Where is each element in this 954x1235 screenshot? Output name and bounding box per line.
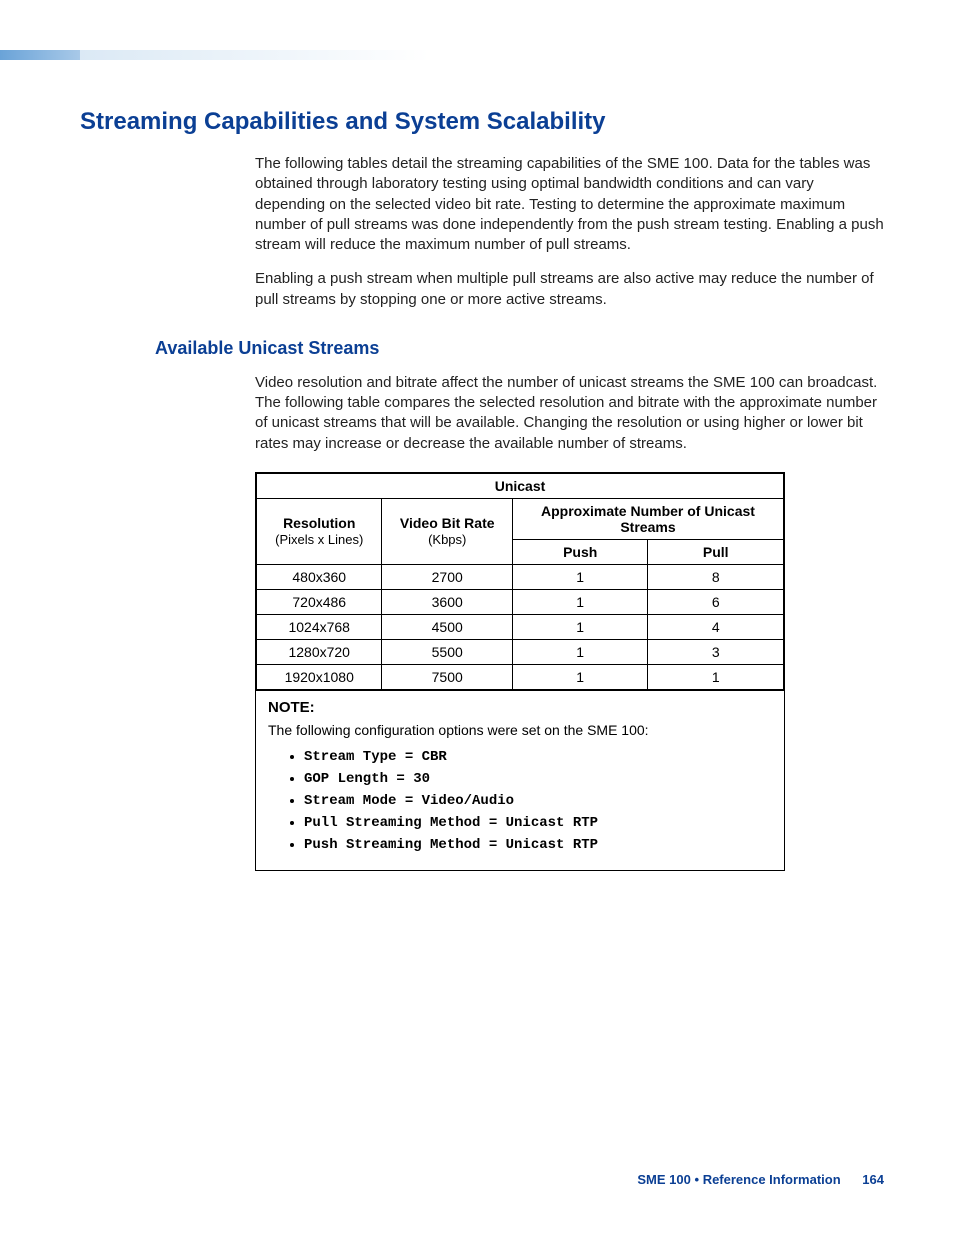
table-row: 1024x768450014 bbox=[257, 614, 784, 639]
intro-paragraph-2: Enabling a push stream when multiple pul… bbox=[255, 269, 884, 310]
header-accent-fade bbox=[80, 50, 954, 60]
footer-separator: • bbox=[695, 1172, 700, 1187]
page-title: Streaming Capabilities and System Scalab… bbox=[80, 108, 884, 136]
table-cell-resolution: 1024x768 bbox=[257, 614, 382, 639]
table-cell-push: 1 bbox=[512, 614, 648, 639]
col-header-bitrate-label: Video Bit Rate bbox=[400, 515, 495, 531]
note-list: Stream Type = CBRGOP Length = 30Stream M… bbox=[304, 746, 772, 856]
table-cell-bitrate: 7500 bbox=[382, 664, 512, 689]
table-cell-push: 1 bbox=[512, 589, 648, 614]
table-cell-resolution: 720x486 bbox=[257, 589, 382, 614]
table-cell-pull: 3 bbox=[648, 639, 784, 664]
table-cell-resolution: 1280x720 bbox=[257, 639, 382, 664]
unicast-table-container: Unicast Resolution (Pixels x Lines) Vide… bbox=[255, 472, 785, 691]
footer-page-number: 164 bbox=[862, 1172, 884, 1187]
table-cell-bitrate: 4500 bbox=[382, 614, 512, 639]
table-cell-bitrate: 5500 bbox=[382, 639, 512, 664]
table-cell-bitrate: 3600 bbox=[382, 589, 512, 614]
table-row: 720x486360016 bbox=[257, 589, 784, 614]
col-header-push: Push bbox=[512, 539, 648, 564]
col-header-bitrate: Video Bit Rate (Kbps) bbox=[382, 498, 512, 564]
note-title: NOTE: bbox=[268, 699, 772, 716]
table-cell-pull: 4 bbox=[648, 614, 784, 639]
page-content: Streaming Capabilities and System Scalab… bbox=[80, 108, 884, 871]
table-header-row-1: Resolution (Pixels x Lines) Video Bit Ra… bbox=[257, 498, 784, 539]
note-item: Stream Mode = Video/Audio bbox=[304, 790, 772, 812]
table-cell-bitrate: 2700 bbox=[382, 564, 512, 589]
table-cell-push: 1 bbox=[512, 664, 648, 689]
col-header-streams: Approximate Number of Unicast Streams bbox=[512, 498, 783, 539]
table-cell-resolution: 480x360 bbox=[257, 564, 382, 589]
col-header-resolution: Resolution (Pixels x Lines) bbox=[257, 498, 382, 564]
unicast-table: Unicast Resolution (Pixels x Lines) Vide… bbox=[256, 473, 784, 690]
header-accent-bar bbox=[0, 50, 80, 60]
table-cell-push: 1 bbox=[512, 639, 648, 664]
table-cell-pull: 1 bbox=[648, 664, 784, 689]
table-title: Unicast bbox=[257, 473, 784, 498]
note-item: Push Streaming Method = Unicast RTP bbox=[304, 834, 772, 856]
col-header-resolution-sub: (Pixels x Lines) bbox=[275, 532, 363, 547]
page-footer: SME 100 • Reference Information 164 bbox=[637, 1172, 884, 1187]
table-row: 480x360270018 bbox=[257, 564, 784, 589]
table-cell-resolution: 1920x1080 bbox=[257, 664, 382, 689]
table-row: 1920x1080750011 bbox=[257, 664, 784, 689]
unicast-paragraph: Video resolution and bitrate affect the … bbox=[255, 373, 884, 454]
note-intro: The following configuration options were… bbox=[268, 722, 772, 738]
table-row: 1280x720550013 bbox=[257, 639, 784, 664]
footer-section: Reference Information bbox=[703, 1172, 841, 1187]
note-item: Stream Type = CBR bbox=[304, 746, 772, 768]
col-header-resolution-label: Resolution bbox=[283, 515, 355, 531]
table-title-row: Unicast bbox=[257, 473, 784, 498]
section-heading-unicast: Available Unicast Streams bbox=[155, 338, 884, 359]
table-cell-pull: 8 bbox=[648, 564, 784, 589]
table-cell-push: 1 bbox=[512, 564, 648, 589]
col-header-pull: Pull bbox=[648, 539, 784, 564]
note-item: Pull Streaming Method = Unicast RTP bbox=[304, 812, 772, 834]
note-item: GOP Length = 30 bbox=[304, 768, 772, 790]
note-block: NOTE: The following configuration option… bbox=[255, 691, 785, 871]
table-cell-pull: 6 bbox=[648, 589, 784, 614]
intro-paragraph-1: The following tables detail the streamin… bbox=[255, 154, 884, 255]
col-header-bitrate-sub: (Kbps) bbox=[428, 532, 466, 547]
footer-product: SME 100 bbox=[637, 1172, 690, 1187]
